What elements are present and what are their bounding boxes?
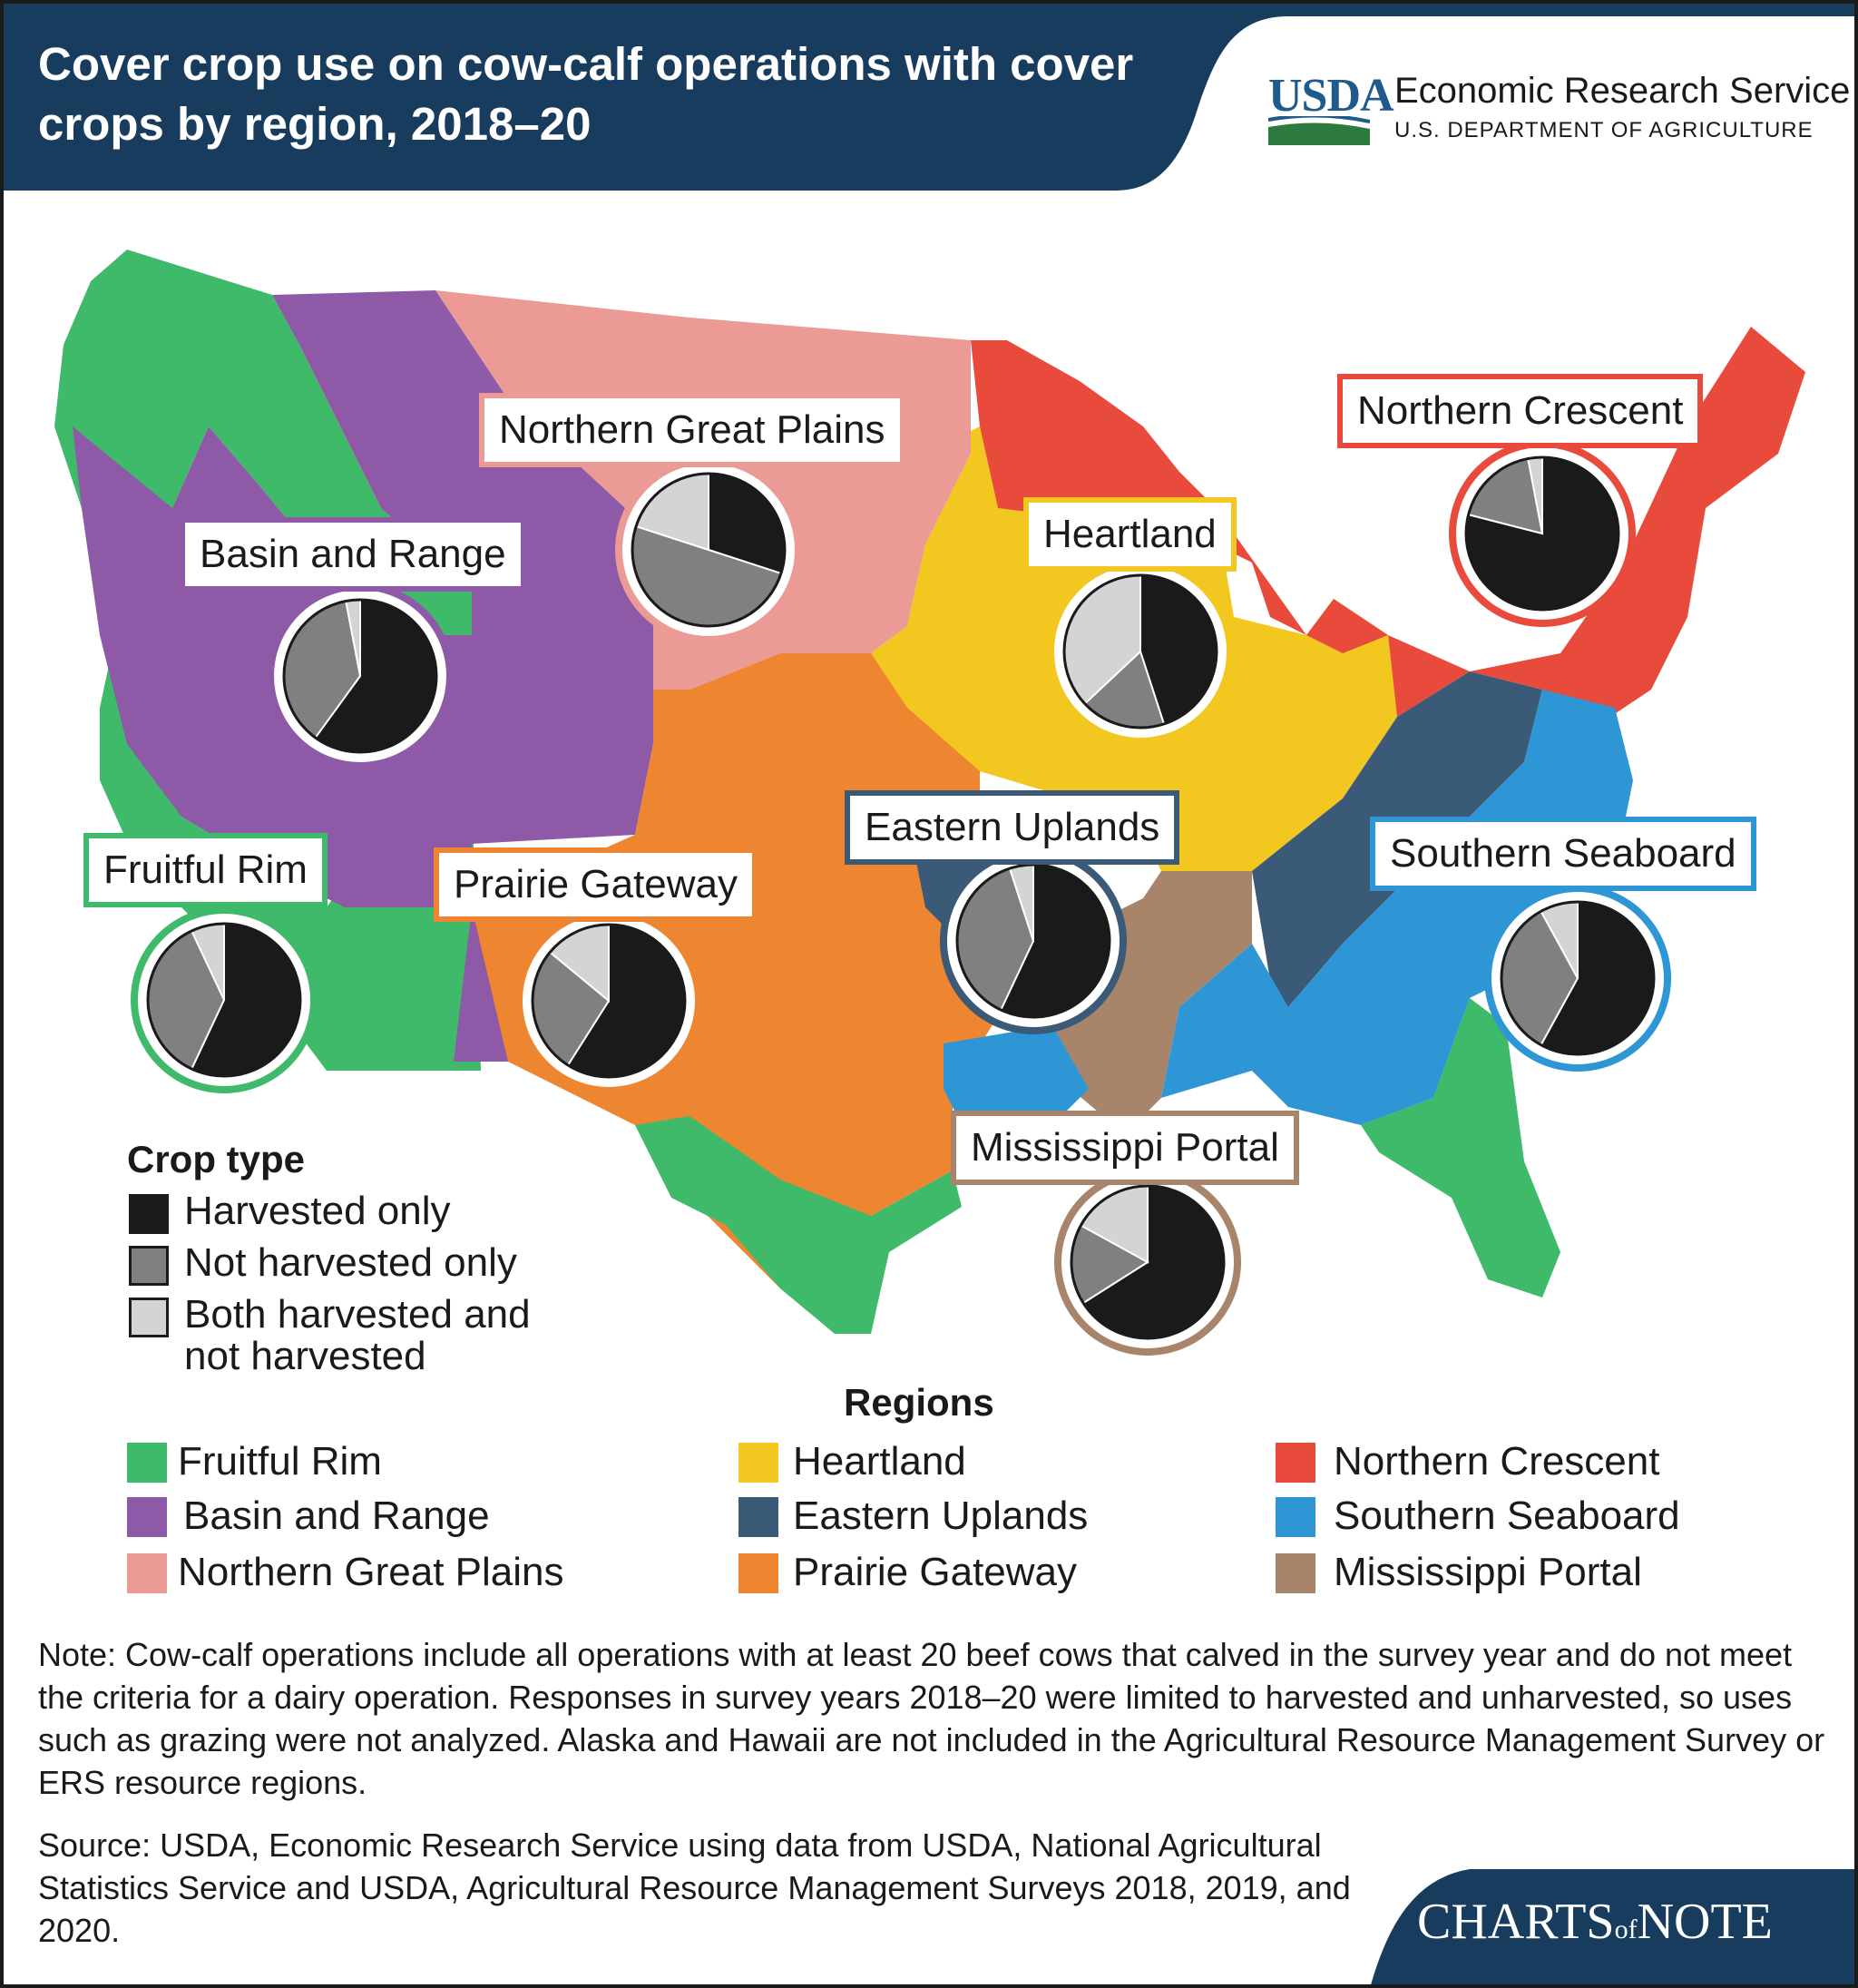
charts-of-note-logo: CHARTSofNOTE — [1417, 1893, 1773, 1951]
charts-word: CHARTS — [1417, 1894, 1615, 1950]
of-word: of — [1614, 1915, 1638, 1944]
note-word: NOTE — [1637, 1894, 1773, 1950]
